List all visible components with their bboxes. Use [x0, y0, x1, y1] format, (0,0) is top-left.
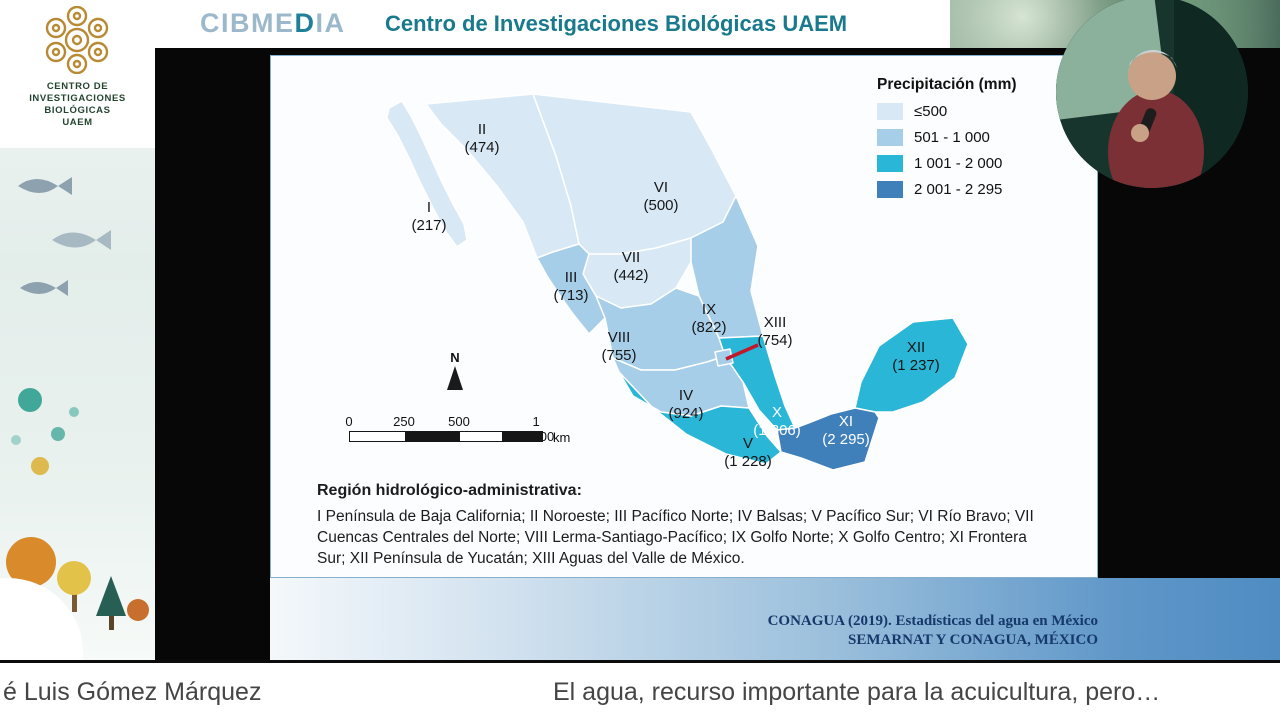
scale-bar-segment	[502, 432, 542, 441]
map-region-v	[618, 371, 782, 465]
legend-title: Precipitación (mm)	[877, 76, 1017, 93]
scale-bar-ticks: 0 250 500 1 000	[345, 414, 555, 444]
presenter-silhouette	[1108, 49, 1204, 188]
map-region-xiii	[714, 348, 734, 367]
logo-line: UAEM	[62, 117, 93, 128]
tree-icons	[6, 537, 149, 630]
cibmedia-logo-part: CIBME	[200, 8, 295, 38]
cib-uaem-logo: CENTRO DE INVESTIGACIONES BIOLÓGICAS UAE…	[0, 0, 155, 148]
video-author-caption: é Luis Gómez Márquez	[3, 678, 262, 706]
north-arrow-icon	[447, 366, 463, 390]
map-label-ix: IX (822)	[691, 301, 727, 336]
map-label-xi: XI (2 295)	[822, 413, 870, 448]
map-region-xi	[776, 407, 880, 471]
white-arc-shape	[0, 578, 83, 660]
map-region-xii	[854, 317, 969, 413]
scale-unit: km	[553, 430, 571, 445]
north-arrow: N	[439, 350, 471, 390]
cibmedia-logo-part: IA	[315, 8, 346, 38]
presenter-video	[1056, 0, 1248, 188]
slide-map-panel: I (217) II (474) III (713) IV (924) V (1 228)…	[270, 55, 1098, 578]
logo-line: INVESTIGACIONES	[29, 93, 126, 104]
map-label-vi: VI (500)	[643, 179, 679, 214]
map-label-vii: VII (442)	[613, 249, 649, 284]
legend-item: ≤500	[877, 103, 1092, 120]
legend-item: 2 001 - 2 295	[877, 181, 1092, 198]
citation-band: CONAGUA (2019). Estadísticas del agua en…	[270, 578, 1280, 660]
cibmedia-logo-accent: D	[294, 8, 316, 38]
map-label-xiii: XIII (754)	[757, 314, 793, 349]
logo-line: CENTRO DE	[46, 81, 109, 92]
map-label-xii: XII (1 237)	[892, 339, 940, 374]
map-label-iii: III (713)	[553, 269, 589, 304]
legend-swatch	[877, 181, 903, 198]
legend-swatch	[877, 155, 903, 172]
legend-item: 501 - 1 000	[877, 129, 1092, 146]
video-title-caption: El agua, recurso importante para la acui…	[553, 678, 1161, 706]
legend-swatch	[877, 103, 903, 120]
gold-spiral-ornament-icon	[45, 5, 109, 75]
mexico-precipitation-map	[386, 93, 969, 471]
citation-text: CONAGUA (2019). Estadísticas del agua en…	[767, 613, 1098, 648]
decorative-dots	[11, 388, 79, 475]
logo-line: BIOLÓGICAS	[44, 105, 111, 116]
map-label-viii: VIII (755)	[601, 329, 637, 364]
logo-text: CENTRO DE INVESTIGACIONES BIOLÓGICAS UAE…	[0, 81, 155, 129]
presenter-webcam	[1056, 0, 1248, 188]
header-title: Centro de Investigaciones Biológicas UAE…	[385, 11, 848, 36]
xiii-pointer-line	[725, 343, 759, 361]
region-description: Región hidrológico-administrativa: I Pen…	[317, 482, 1059, 569]
fish-icons	[18, 177, 111, 296]
caption-bar: é Luis Gómez Márquez El agua, recurso im…	[0, 660, 1280, 720]
scale-bar-segment	[405, 432, 460, 441]
map-label-i: I (217)	[411, 199, 447, 234]
legend-item: 1 001 - 2 000	[877, 155, 1092, 172]
region-description-body: I Península de Baja California; II Noroe…	[317, 508, 1034, 567]
nature-illustration	[0, 177, 149, 660]
presentation-area: I (217) II (474) III (713) IV (924) V (1 228)…	[155, 48, 1280, 660]
map-region-i	[386, 100, 468, 248]
map-legend: Precipitación (mm) ≤500 501 - 1 000 1 00…	[877, 76, 1092, 207]
left-decorative-rail: CENTRO DE INVESTIGACIONES BIOLÓGICAS UAE…	[0, 0, 155, 660]
region-description-title: Región hidrológico-administrativa:	[317, 482, 582, 499]
map-label-x: X (1 806)	[753, 404, 801, 439]
cibmedia-logo: CIBMEDIA	[200, 8, 346, 39]
scale-bar	[349, 431, 543, 442]
map-label-iv: IV (924)	[668, 387, 704, 422]
map-label-v: V (1 228)	[724, 435, 772, 470]
map-label-ii: II (474)	[464, 121, 500, 156]
legend-swatch	[877, 129, 903, 146]
